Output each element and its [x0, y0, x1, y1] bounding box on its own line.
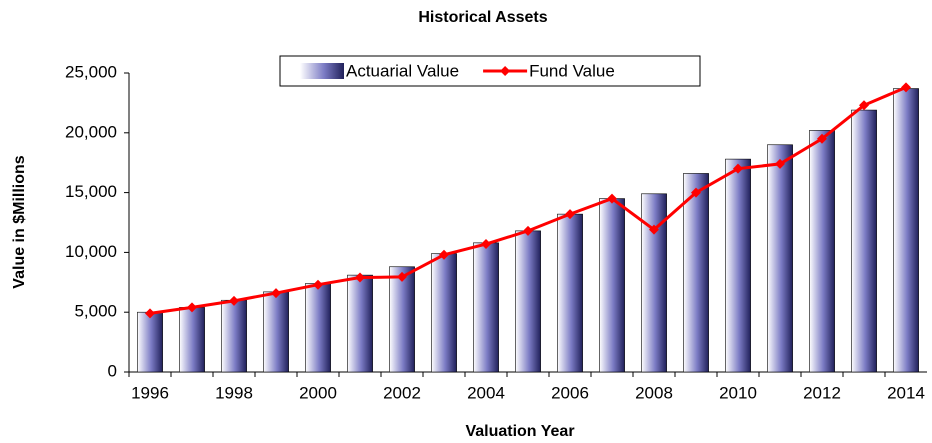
bar [137, 311, 163, 373]
legend-label: Actuarial Value [346, 61, 459, 80]
line-marker [397, 271, 407, 282]
x-axis-title: Valuation Year [465, 423, 574, 440]
x-tick-label: 1996 [131, 383, 169, 402]
bar [347, 274, 373, 373]
y-tick-label: 10,000 [65, 242, 117, 261]
bar [221, 299, 247, 373]
bar [809, 130, 835, 373]
line-marker [481, 239, 491, 250]
legend-swatch [300, 63, 344, 79]
bar [431, 253, 457, 373]
line-marker [733, 163, 743, 174]
line-marker [187, 302, 197, 313]
x-tick-label: 2002 [383, 383, 421, 402]
legend-label: Fund Value [529, 61, 615, 80]
y-tick-label: 15,000 [65, 182, 117, 201]
line-marker [649, 224, 659, 235]
x-tick-label: 2000 [299, 383, 337, 402]
bar [557, 213, 583, 373]
bar [515, 230, 541, 373]
line-marker [523, 225, 533, 236]
bar [599, 198, 625, 373]
line-marker [439, 249, 449, 260]
bar [473, 242, 499, 373]
x-tick-label: 1998 [215, 383, 253, 402]
chart-title: Historical Assets [418, 9, 547, 26]
line-marker [817, 133, 827, 144]
line-marker [145, 308, 155, 319]
line-marker [313, 279, 323, 290]
x-tick-label: 2010 [719, 383, 757, 402]
legend-marker [500, 66, 511, 76]
line-marker [691, 187, 701, 198]
line-marker [565, 209, 575, 220]
bar [851, 109, 877, 373]
line-marker [901, 82, 911, 93]
x-tick-label: 2008 [635, 383, 673, 402]
bar [767, 144, 793, 373]
y-tick-label: 20,000 [65, 122, 117, 141]
bar [305, 283, 331, 373]
x-tick-label: 2014 [887, 383, 925, 402]
y-tick-label: 25,000 [65, 62, 117, 81]
bar [179, 307, 205, 373]
line-marker [775, 158, 785, 169]
line-marker [607, 193, 617, 204]
x-tick-label: 2006 [551, 383, 589, 402]
line-marker [859, 100, 869, 111]
bar [725, 158, 751, 373]
bar [893, 88, 919, 373]
line-marker [355, 272, 365, 283]
line-marker [229, 295, 239, 306]
bar [683, 173, 709, 373]
bar [389, 266, 415, 373]
line-marker [271, 288, 281, 299]
x-tick-label: 2004 [467, 383, 505, 402]
y-tick-label: 0 [108, 361, 117, 380]
x-tick-label: 2012 [803, 383, 841, 402]
y-axis-title: Value in $Millions [11, 155, 28, 288]
y-tick-label: 5,000 [74, 302, 117, 321]
bar [263, 291, 289, 373]
